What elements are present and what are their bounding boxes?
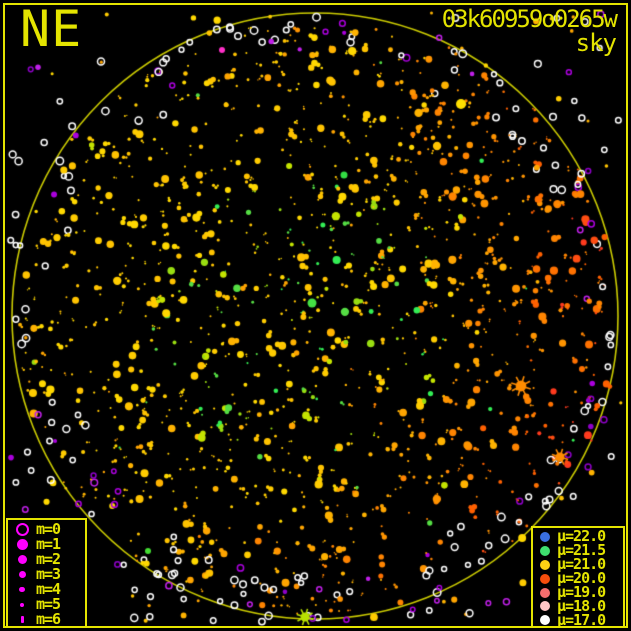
magnitude-legend: m=0 m=1 m=2 m=3 m=4 m=5 m=6 xyxy=(6,518,87,628)
m-legend-label: m=2 xyxy=(36,550,61,568)
m5-dot-icon xyxy=(20,602,24,607)
legend-row: μ=21.0 xyxy=(533,555,623,574)
mu-legend-label: μ=17.0 xyxy=(557,610,606,629)
legend-row: μ=20.0 xyxy=(533,569,623,588)
legend-row: μ=21.5 xyxy=(533,541,623,560)
mu-legend-label: μ=21.5 xyxy=(557,541,606,560)
m-legend-label: m=1 xyxy=(36,535,61,553)
legend-row: m=4 xyxy=(8,582,85,597)
marker-cell xyxy=(533,531,557,542)
marker-cell xyxy=(533,601,557,612)
marker-cell xyxy=(533,545,557,556)
legend-row: m=3 xyxy=(8,567,85,582)
marker-cell xyxy=(533,573,557,584)
m2-dot-icon xyxy=(17,555,27,564)
surface-brightness-legend: μ=22.0 μ=21.5 μ=21.0 μ=20.0 μ=19.0 μ=18.… xyxy=(531,526,625,628)
m6-tick-icon xyxy=(20,616,24,623)
mu21-dot-icon xyxy=(540,559,550,570)
marker-cell xyxy=(8,571,36,578)
marker-cell xyxy=(8,616,36,623)
marker-cell xyxy=(8,555,36,564)
mu-legend-label: μ=22.0 xyxy=(557,527,606,546)
m3-dot-icon xyxy=(18,571,26,578)
marker-cell xyxy=(533,587,557,598)
mu-legend-label: μ=21.0 xyxy=(557,555,606,574)
marker-cell xyxy=(8,586,36,593)
marker-cell xyxy=(533,559,557,570)
legend-row: m=1 xyxy=(8,537,85,552)
m1-dot-icon xyxy=(16,539,28,550)
mu22-dot-icon xyxy=(540,531,550,542)
mu-legend-label: μ=20.0 xyxy=(557,569,606,588)
m-legend-label: m=3 xyxy=(36,565,61,583)
mu19-dot-icon xyxy=(540,587,550,598)
mu-legend-label: μ=18.0 xyxy=(557,596,606,615)
orientation-label: NE xyxy=(20,0,83,58)
mu20-dot-icon xyxy=(540,573,550,584)
legend-row: m=6 xyxy=(8,612,85,627)
m-legend-label: m=0 xyxy=(36,520,61,538)
legend-row: μ=17.0 xyxy=(533,610,623,629)
mu-legend-label: μ=19.0 xyxy=(557,583,606,602)
marker-cell xyxy=(8,602,36,607)
legend-row: μ=18.0 xyxy=(533,596,623,615)
legend-row: m=5 xyxy=(8,597,85,612)
marker-cell xyxy=(533,615,557,626)
legend-row: μ=19.0 xyxy=(533,583,623,602)
mu17-dot-icon xyxy=(540,615,550,626)
legend-row: μ=22.0 xyxy=(533,527,623,546)
legend-row: m=2 xyxy=(8,552,85,567)
marker-cell xyxy=(8,523,36,536)
plot-title: 03k60959o0265w xyxy=(441,5,618,33)
m-legend-label: m=6 xyxy=(36,610,61,628)
marker-cell xyxy=(8,539,36,550)
legend-row: m=0 xyxy=(8,522,85,537)
m-legend-label: m=4 xyxy=(36,580,61,598)
m4-dot-icon xyxy=(19,586,25,593)
plot-subtitle: sky xyxy=(575,29,617,57)
m0-ring-icon xyxy=(15,523,29,536)
mu215-dot-icon xyxy=(540,545,550,556)
mu18-dot-icon xyxy=(540,601,550,612)
m-legend-label: m=5 xyxy=(36,595,61,613)
